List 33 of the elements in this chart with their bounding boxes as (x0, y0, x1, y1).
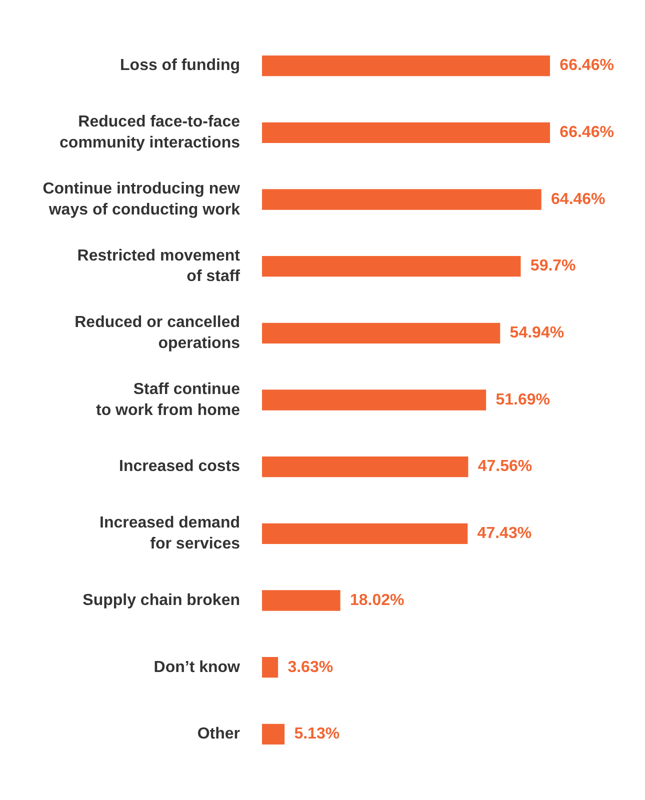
y-tick-label: Don’t know (154, 658, 241, 676)
bar (262, 456, 468, 478)
bar (262, 122, 550, 143)
data-label: 64.46% (551, 190, 606, 208)
y-tick-label: Other (197, 726, 240, 743)
bar (262, 256, 521, 277)
y-tick-label: Reduced or cancelled operations (74, 314, 240, 352)
data-label: 66.46% (560, 124, 614, 142)
data-label: 47.43% (477, 525, 532, 542)
bar (262, 390, 486, 410)
y-tick-label: Increased demand for services (100, 514, 240, 552)
bar (262, 55, 550, 76)
bar (262, 523, 468, 544)
y-tick-label: Continue introducing new ways of conducting work (42, 180, 241, 218)
data-label: 47.56% (478, 458, 532, 476)
y-tick-label: Loss of funding (120, 57, 240, 74)
data-label: 5.13% (294, 726, 340, 743)
data-label: 66.46% (560, 57, 614, 74)
bar (262, 189, 542, 210)
bar (262, 724, 285, 745)
bar (262, 657, 278, 678)
bar (262, 322, 500, 344)
y-tick-label: Increased costs (119, 458, 240, 476)
data-label: 59.7% (530, 258, 576, 275)
y-tick-label: Staff continue to work from home (96, 381, 240, 419)
y-tick-label: Reduced face-to-face community interactions (60, 114, 240, 152)
data-label: 54.94% (510, 324, 564, 342)
bar (262, 590, 340, 611)
data-label: 51.69% (496, 391, 550, 408)
y-tick-label: Restricted movement of staff (77, 247, 241, 286)
data-label: 18.02% (350, 592, 404, 609)
data-label: 3.63% (288, 658, 334, 676)
y-tick-label: Supply chain broken (82, 592, 240, 609)
